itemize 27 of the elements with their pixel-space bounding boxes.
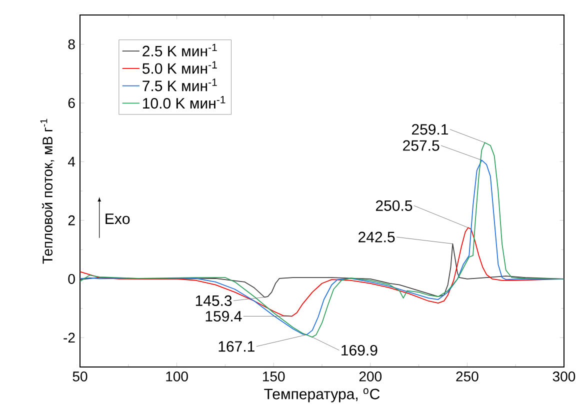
- x-axis-title: Температура, $^{o}$C: [264, 388, 380, 402]
- annotation: 250.5: [376, 200, 412, 211]
- legend-label: 7.5 K мин$^{-1}$: [142, 78, 217, 92]
- annotation: 259.1: [412, 124, 448, 135]
- annotation: 167.1: [218, 341, 254, 352]
- x-tick-label: 200: [359, 372, 382, 382]
- annotation: 159.4: [206, 310, 242, 322]
- annotation: Exo: [106, 214, 130, 224]
- y-tick-label: -2: [64, 332, 75, 343]
- x-tick-label: 150: [262, 372, 285, 382]
- y-tick-label: 0: [68, 274, 75, 284]
- y-tick-label: 4: [68, 156, 76, 166]
- y-axis-title: Тепловой поток, мВ г$^{-1}$: [40, 118, 54, 264]
- legend-label: 5.0 K мин$^{-1}$: [142, 61, 217, 74]
- annotation: 242.5: [358, 232, 395, 242]
- x-tick-label: 300: [552, 372, 576, 382]
- legend-label: 2.5 K мин$^{-1}$: [142, 44, 217, 56]
- x-tick-label: 250: [456, 372, 478, 382]
- legend-label: 10.0 K мин$^{-1}$: [143, 96, 226, 109]
- x-tick-label: 100: [166, 372, 188, 382]
- annotation: 257.5: [403, 140, 440, 151]
- annotation: 169.9: [342, 344, 378, 356]
- x-tick-label: 50: [72, 372, 88, 382]
- annotation: 145.3: [196, 295, 232, 306]
- y-tick-label: 6: [68, 98, 75, 108]
- y-tick-label: 2: [68, 215, 75, 226]
- y-tick-label: 8: [68, 39, 75, 50]
